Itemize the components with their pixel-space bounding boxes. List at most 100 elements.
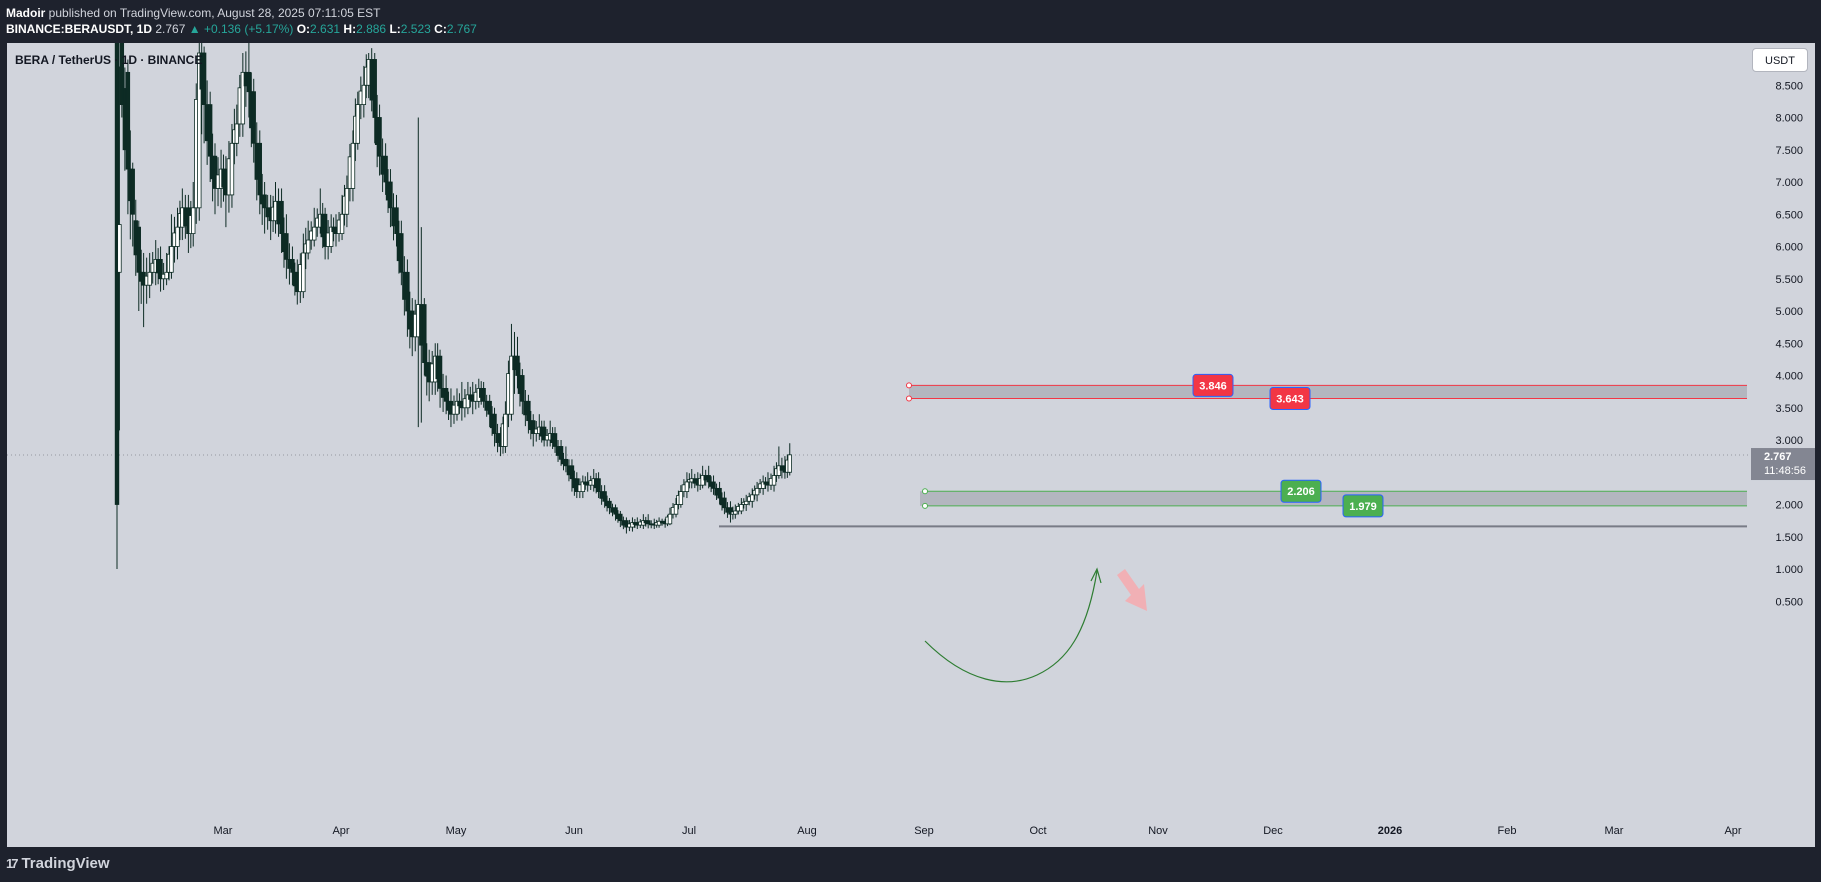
candle-body xyxy=(706,475,711,483)
candle-body xyxy=(465,394,471,409)
publish-info: Madoir published on TradingView.com, Aug… xyxy=(6,6,380,20)
y-axis-tick-label: 0.500 xyxy=(1775,596,1803,608)
symbol-label: BINANCE:BERAUSDT, 1D xyxy=(6,22,153,36)
brand-name: TradingView xyxy=(21,855,110,872)
candle-body xyxy=(630,522,635,528)
candle-body xyxy=(212,155,218,189)
rejection-arrow-down xyxy=(1117,569,1147,611)
candle-body xyxy=(229,142,235,196)
candle-body xyxy=(251,91,256,144)
resistance-bottom-handle[interactable] xyxy=(906,395,912,402)
candle-body xyxy=(771,475,777,486)
candle-body xyxy=(422,304,427,363)
price-change: ▲ +0.136 (+5.17%) xyxy=(188,22,294,36)
support-zone[interactable] xyxy=(920,491,1747,506)
candle-body xyxy=(117,224,122,273)
low-value: 2.523 xyxy=(400,22,431,36)
candle-body xyxy=(388,181,393,209)
candle-body xyxy=(305,239,311,254)
candle-body xyxy=(246,71,252,93)
candle-body xyxy=(503,413,508,447)
support-top-price-label: 2.206 xyxy=(1287,486,1315,498)
author-name[interactable]: Madoir xyxy=(6,6,46,20)
candle-body xyxy=(201,52,207,105)
candle-body xyxy=(739,504,744,512)
chart-title: BERA / TetherUS · 1D · BINANCE xyxy=(15,53,203,67)
candle-body xyxy=(234,123,239,144)
resistance-top-price-tag[interactable] xyxy=(1192,373,1234,397)
support-bottom-handle[interactable] xyxy=(922,502,928,509)
candle-body xyxy=(284,233,289,260)
candle-body xyxy=(383,155,388,183)
candle-body xyxy=(492,413,497,434)
candle-body xyxy=(372,59,377,118)
candle-body xyxy=(552,433,558,447)
support-top-handle[interactable] xyxy=(922,488,928,495)
candle-body xyxy=(262,194,267,209)
support-bottom-price-tag[interactable] xyxy=(1342,494,1384,518)
y-axis-tick-label: 4.000 xyxy=(1775,371,1803,383)
tradingview-logo[interactable]: 17 TradingView xyxy=(6,855,110,872)
candle-body xyxy=(596,478,601,493)
candle-body xyxy=(355,104,360,144)
open-label: O: xyxy=(296,22,311,36)
x-axis-tick-label: Nov xyxy=(1148,825,1168,837)
candle-body xyxy=(377,117,382,157)
candle-body xyxy=(328,226,334,247)
candle-body xyxy=(580,481,586,492)
candle-body xyxy=(602,491,607,502)
candle-body xyxy=(515,355,520,376)
candle-body xyxy=(443,387,449,402)
candle-body xyxy=(312,226,317,241)
x-axis-tick-label: Sep xyxy=(914,825,934,837)
support-top-price-tag[interactable] xyxy=(1280,479,1322,503)
candle-body xyxy=(240,71,246,125)
publish-date: published on TradingView.com, August 28,… xyxy=(45,6,381,20)
candle-body xyxy=(169,246,174,273)
candle-body xyxy=(481,387,486,402)
last-price: 2.767 xyxy=(155,22,186,36)
candle-body xyxy=(563,458,569,467)
x-axis-tick-label: Apr xyxy=(332,825,349,837)
projection-arrow-up-head xyxy=(1090,567,1102,584)
candle-body xyxy=(279,200,284,235)
candle-body xyxy=(290,258,295,273)
candle-body xyxy=(164,271,169,280)
candle-body xyxy=(645,520,651,525)
y-axis-tick-label: 8.000 xyxy=(1775,113,1803,125)
candle-body xyxy=(394,207,399,235)
y-axis-tick-label: 3.500 xyxy=(1775,403,1803,415)
ohlc-legend: BINANCE:BERAUSDT, 1D 2.767 ▲ +0.136 (+5.… xyxy=(6,22,477,36)
candle-body xyxy=(405,271,410,312)
open-value: 2.631 xyxy=(310,22,341,36)
candle-body xyxy=(673,504,679,515)
candle-body xyxy=(531,420,536,434)
resistance-zone[interactable] xyxy=(909,385,1747,399)
candle-body xyxy=(613,507,618,515)
bar-countdown-label: 11:48:56 xyxy=(1764,465,1806,477)
candle-body xyxy=(787,454,792,473)
candle-body xyxy=(569,465,575,480)
x-axis-tick-label: May xyxy=(446,825,467,837)
resistance-top-price-label: 3.846 xyxy=(1199,380,1227,392)
resistance-top-handle[interactable] xyxy=(906,382,912,389)
candle-body xyxy=(399,233,404,273)
current-price-label: 2.767 xyxy=(1764,451,1792,463)
candle-body xyxy=(322,213,328,247)
candle-body xyxy=(754,487,760,496)
candle-body xyxy=(114,43,120,505)
y-axis-tick-label: 5.000 xyxy=(1775,306,1803,318)
current-price-badge xyxy=(1751,448,1815,481)
candle-body xyxy=(733,510,738,515)
x-axis-tick-label: Jul xyxy=(682,825,696,837)
candle-body xyxy=(197,52,202,209)
candle-body xyxy=(350,142,356,189)
resistance-bottom-price-tag[interactable] xyxy=(1269,387,1311,411)
high-value: 2.886 xyxy=(356,22,387,36)
candle-body xyxy=(717,487,722,499)
candle-body xyxy=(361,84,367,106)
currency-button[interactable]: USDT xyxy=(1752,48,1808,72)
x-axis-tick-label: Mar xyxy=(1605,825,1624,837)
